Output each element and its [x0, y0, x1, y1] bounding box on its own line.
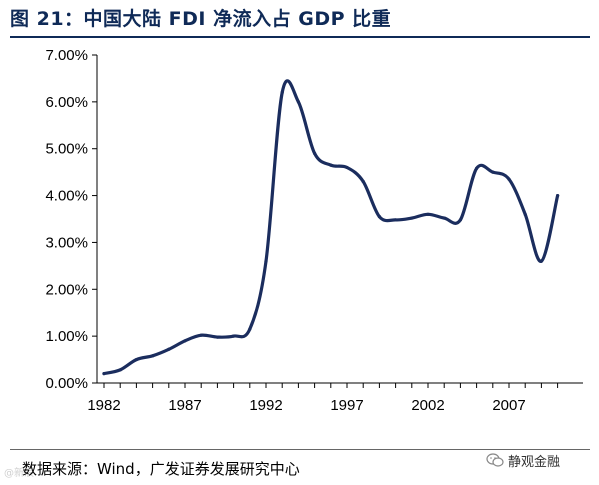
y-tick-label: 2.00%	[45, 281, 88, 298]
source-note: 数据来源：Wind，广发证券发展研究中心	[22, 460, 300, 478]
data-point	[167, 347, 171, 351]
title-bar: 图 21：中国大陆 FDI 净流入占 GDP 比重	[10, 2, 590, 38]
x-tick-label: 1992	[249, 397, 282, 414]
x-tick-label: 2007	[492, 397, 525, 414]
data-point	[248, 327, 252, 331]
series-layer	[102, 79, 560, 376]
data-point	[215, 335, 219, 339]
data-point	[458, 218, 462, 222]
data-point	[102, 372, 106, 376]
data-point	[329, 163, 333, 167]
y-tick-label: 5.00%	[45, 141, 88, 158]
data-point	[296, 100, 300, 104]
account-name: 静观金融	[508, 454, 561, 470]
data-point	[280, 90, 284, 95]
data-point	[134, 357, 138, 362]
data-point	[345, 165, 349, 170]
data-point	[361, 179, 365, 184]
data-point	[475, 166, 479, 170]
footer-divider	[10, 449, 590, 450]
chart-title: 图 21：中国大陆 FDI 净流入占 GDP 比重	[10, 8, 392, 30]
data-point	[426, 212, 430, 216]
series-line	[102, 79, 560, 376]
data-point	[410, 216, 414, 220]
data-point	[539, 259, 544, 263]
data-point	[183, 339, 187, 343]
data-point	[377, 215, 381, 219]
x-tick-label: 1982	[87, 397, 120, 414]
data-point	[199, 333, 203, 337]
data-point	[507, 177, 511, 181]
wechat-badge: 静观金融	[486, 450, 560, 470]
y-tick-label: 6.00%	[45, 94, 88, 111]
x-tick-label: 1997	[330, 397, 363, 414]
wechat-icon	[486, 453, 504, 467]
title-underline	[10, 36, 590, 38]
data-point	[151, 354, 155, 358]
y-tick-label: 3.00%	[45, 234, 88, 251]
data-point	[394, 218, 398, 222]
data-point	[313, 151, 317, 155]
y-tick-label: 7.00%	[45, 47, 88, 64]
x-tick-label: 1987	[168, 397, 201, 414]
data-point	[232, 334, 236, 338]
y-tick-label: 4.00%	[45, 188, 88, 205]
data-point	[523, 212, 527, 216]
x-axis: 1982 1987 1992 1997 2002 2007	[87, 382, 583, 414]
y-axis: 0.00% 1.00% 2.00% 3.00% 4.00% 5.00% 6.00% 7.00%	[45, 47, 98, 392]
data-point	[118, 368, 122, 372]
data-point	[556, 193, 560, 198]
data-point	[264, 259, 268, 263]
watermark-text: @新浪	[4, 468, 34, 479]
x-tick-label: 2002	[411, 397, 444, 414]
y-tick-label: 0.00%	[45, 375, 88, 392]
y-tick-label: 1.00%	[45, 328, 88, 345]
data-point	[491, 170, 495, 174]
data-point	[442, 216, 446, 220]
